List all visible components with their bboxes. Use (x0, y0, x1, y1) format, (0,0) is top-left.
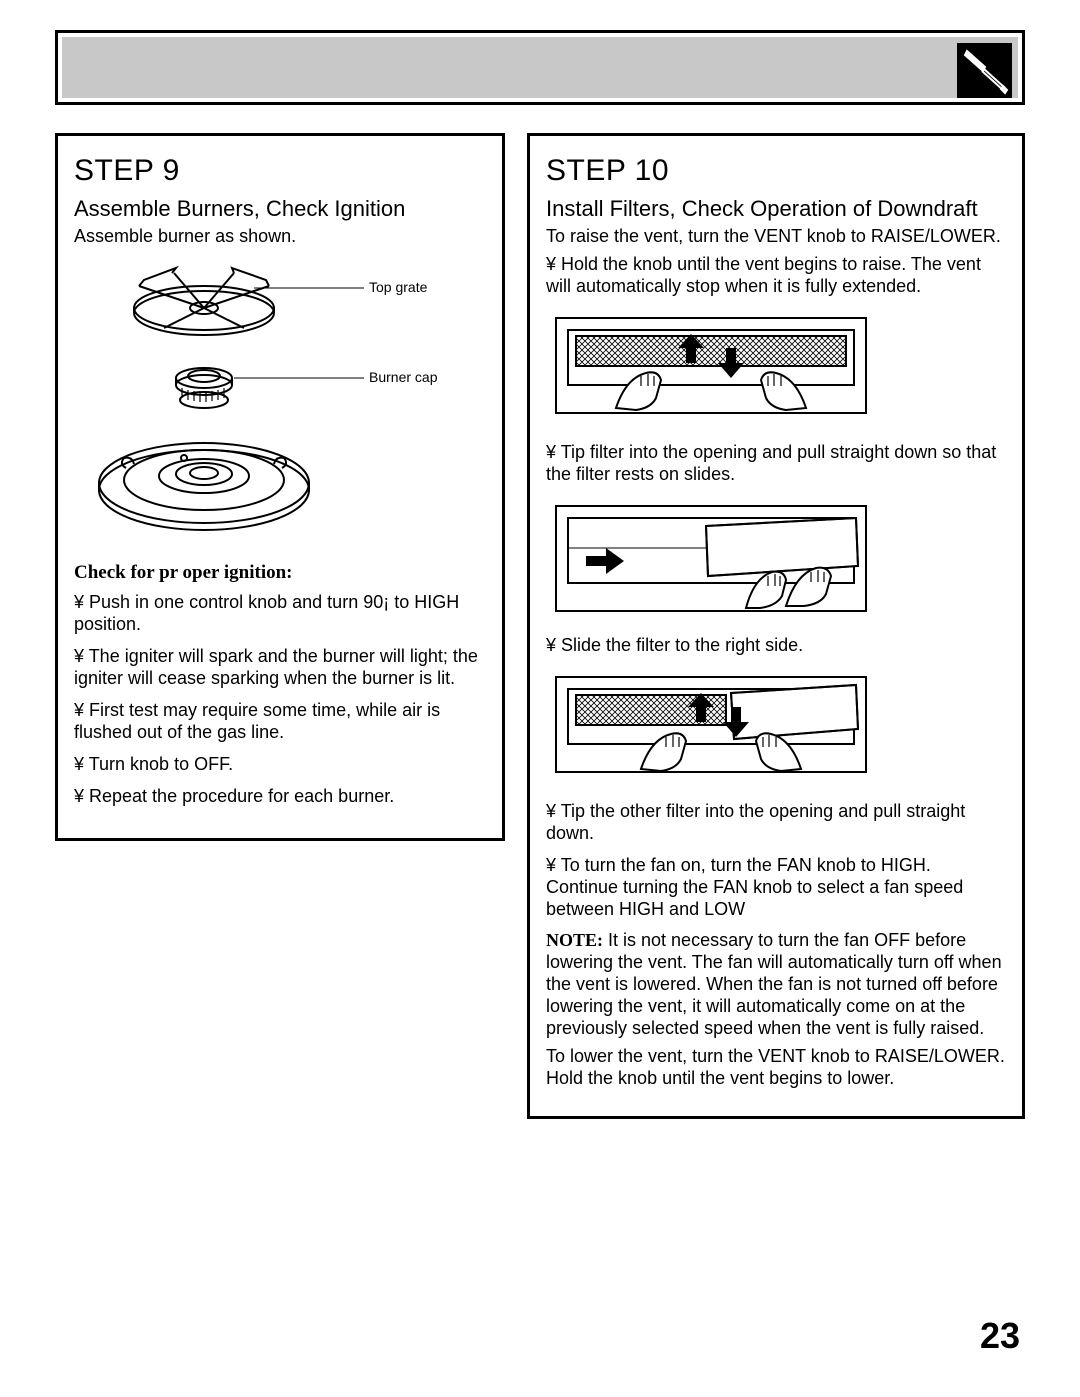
filter-figure-3 (546, 667, 1006, 787)
step-10-intro: To raise the vent, turn the VENT knob to… (546, 226, 1006, 248)
closing-text: To lower the vent, turn the VENT knob to… (546, 1046, 1006, 1090)
header-bar (55, 30, 1025, 105)
page-content: STEP 9 Assemble Burners, Check Ignition … (55, 30, 1025, 1119)
step-10-subtitle: Install Filters, Check Operation of Down… (546, 196, 1006, 222)
label-burner-cap: Burner cap (369, 369, 438, 385)
step-9-subtitle: Assemble Burners, Check Ignition (74, 196, 486, 222)
step-10-panel: STEP 10 Install Filters, Check Operation… (527, 133, 1025, 1119)
note-label: NOTE: (546, 930, 603, 950)
check-ignition-heading: Check for pr oper ignition: (74, 562, 486, 584)
columns: STEP 9 Assemble Burners, Check Ignition … (55, 133, 1025, 1119)
note-paragraph: NOTE: It is not necessary to turn the fa… (546, 930, 1006, 1040)
right-bullet-3: Slide the filter to the right side. (546, 635, 1006, 657)
filter-figure-2 (546, 496, 1006, 621)
page-number: 23 (980, 1315, 1020, 1357)
right-bullet-5: To turn the fan on, turn the FAN knob to… (546, 855, 1006, 921)
step-10-title: STEP 10 (546, 154, 1006, 188)
note-body: It is not necessary to turn the fan OFF … (546, 930, 1002, 1038)
step-9-title: STEP 9 (74, 154, 486, 188)
right-bullet-4: Tip the other filter into the opening an… (546, 801, 1006, 845)
right-bullet-1: Hold the knob until the vent begins to r… (546, 254, 1006, 298)
label-top-grate: Top grate (369, 279, 428, 295)
left-bullet-4: Turn knob to OFF. (74, 754, 486, 776)
burner-diagram: Top grate Burner cap (74, 258, 486, 548)
left-bullet-1: Push in one control knob and turn 90¡ to… (74, 592, 486, 636)
step-9-panel: STEP 9 Assemble Burners, Check Ignition … (55, 133, 505, 841)
step-9-intro: Assemble burner as shown. (74, 226, 486, 248)
header-inner (62, 37, 1018, 98)
left-bullet-3: First test may require some time, while … (74, 700, 486, 744)
filter-figure-1 (546, 308, 1006, 428)
right-bullet-2: Tip filter into the opening and pull str… (546, 442, 1006, 486)
left-bullet-5: Repeat the procedure for each burner. (74, 786, 486, 808)
screwdriver-icon (957, 43, 1012, 98)
left-bullet-2: The igniter will spark and the burner wi… (74, 646, 486, 690)
